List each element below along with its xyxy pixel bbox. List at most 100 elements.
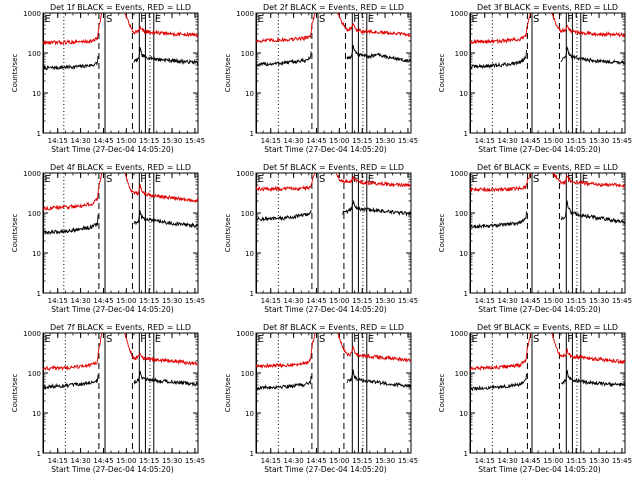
marker-label: E xyxy=(472,14,478,25)
panel-title: Det 3f BLACK = Events, RED = LLD xyxy=(477,3,618,12)
y-tick-label: 1 xyxy=(37,450,41,458)
x-tick-label: 15:45 xyxy=(185,137,205,145)
series-lld-line xyxy=(124,333,198,366)
series-lld-line xyxy=(470,333,531,372)
x-axis-label: Start Time (27-Dec-04 14:05:20) xyxy=(478,145,600,154)
marker-label: E xyxy=(368,14,374,25)
panel-title: Det 9f BLACK = Events, RED = LLD xyxy=(477,323,618,332)
y-tick-label: 1000 xyxy=(236,330,254,338)
panel-det-2: Det 2f BLACK = Events, RED = LLD 1 10 100 10… xyxy=(224,3,418,154)
panel-det-7: Det 7f BLACK = Events, RED = LLD 1 10 100 10… xyxy=(11,323,205,474)
y-tick-label: 1000 xyxy=(450,330,468,338)
x-tick-label: 14:15 xyxy=(475,297,495,305)
y-tick-label: 1000 xyxy=(236,10,254,18)
x-tick-label: 14:30 xyxy=(71,297,91,305)
series-lld-line xyxy=(551,13,625,39)
y-axis-label: Counts/sec xyxy=(224,374,232,413)
series-lld-line xyxy=(43,333,103,372)
y-tick-label: 10 xyxy=(459,90,468,98)
x-tick-label: 15:30 xyxy=(589,457,609,465)
series-lld-line xyxy=(337,333,411,364)
y-tick-label: 1000 xyxy=(450,10,468,18)
x-tick-label: 14:15 xyxy=(261,457,281,465)
x-tick-label: 15:30 xyxy=(162,297,182,305)
plot-frame xyxy=(255,172,412,294)
marker-label: E xyxy=(45,174,51,185)
series-group xyxy=(470,13,625,70)
x-tick-label: 15:15 xyxy=(139,457,159,465)
series-events-line xyxy=(133,370,198,387)
panel-det-6: Det 6f BLACK = Events, RED = LLD 1 10 100 10… xyxy=(438,163,632,314)
y-tick-label: 10 xyxy=(459,250,468,258)
marker-label: F xyxy=(567,334,573,345)
series-events-line xyxy=(133,210,198,229)
series-lld-line xyxy=(551,173,625,188)
marker-label: E xyxy=(368,174,374,185)
x-tick-label: 15:15 xyxy=(352,137,372,145)
x-axis-label: Start Time (27-Dec-04 14:05:20) xyxy=(264,145,386,154)
x-tick-label: 15:45 xyxy=(612,457,632,465)
x-tick-label: 15:30 xyxy=(589,297,609,305)
x-tick-label: 15:45 xyxy=(612,137,632,145)
x-tick-label: 15:30 xyxy=(375,457,395,465)
y-tick-label: 10 xyxy=(459,410,468,418)
plot-frame xyxy=(469,172,626,294)
x-tick-label: 14:45 xyxy=(306,457,326,465)
series-events-line xyxy=(256,209,312,222)
x-tick-label: 15:00 xyxy=(116,137,136,145)
y-tick-label: 10 xyxy=(245,90,254,98)
panel-title: Det 2f BLACK = Events, RED = LLD xyxy=(263,3,404,12)
series-group xyxy=(43,333,198,390)
y-tick-label: 10 xyxy=(245,250,254,258)
x-axis-label: Start Time (27-Dec-04 14:05:20) xyxy=(51,465,173,474)
x-tick-label: 15:30 xyxy=(375,137,395,145)
y-tick-label: 1000 xyxy=(23,170,41,178)
plot-frame xyxy=(42,172,199,294)
series-group xyxy=(43,173,198,236)
y-axis-label: Counts/sec xyxy=(438,54,446,93)
marker-label: E xyxy=(368,334,374,345)
marker-label: S xyxy=(533,174,539,185)
x-axis-label: Start Time (27-Dec-04 14:05:20) xyxy=(478,465,600,474)
x-tick-label: 14:30 xyxy=(498,297,518,305)
x-tick-label: 15:30 xyxy=(375,297,395,305)
panel-det-5: Det 5f BLACK = Events, RED = LLD 1 10 100 10… xyxy=(224,163,418,314)
y-tick-label: 10 xyxy=(32,410,41,418)
panel-title: Det 4f BLACK = Events, RED = LLD xyxy=(50,163,191,172)
series-events-line xyxy=(43,374,99,390)
y-tick-label: 1 xyxy=(250,450,254,458)
plot-frame xyxy=(42,332,199,454)
y-tick-label: 10 xyxy=(245,410,254,418)
marker-label: F xyxy=(140,14,146,25)
x-tick-label: 15:00 xyxy=(329,457,349,465)
series-events-line xyxy=(470,211,528,229)
series-lld-line xyxy=(43,13,103,46)
x-tick-label: 14:30 xyxy=(284,297,304,305)
y-tick-label: 1000 xyxy=(23,330,41,338)
y-tick-label: 1 xyxy=(37,290,41,298)
series-lld-line xyxy=(551,333,625,365)
x-tick-label: 14:30 xyxy=(71,137,91,145)
panel-title: Det 7f BLACK = Events, RED = LLD xyxy=(50,323,191,332)
y-tick-label: 100 xyxy=(28,370,41,378)
x-tick-label: 15:00 xyxy=(329,297,349,305)
x-tick-label: 15:15 xyxy=(139,297,159,305)
x-tick-label: 14:30 xyxy=(71,457,91,465)
x-tick-label: 14:45 xyxy=(93,137,113,145)
x-tick-label: 15:45 xyxy=(185,457,205,465)
series-lld-line xyxy=(256,333,316,369)
x-axis-label: Start Time (27-Dec-04 14:05:20) xyxy=(51,145,173,154)
marker-label: S xyxy=(533,14,539,25)
marker-label: E xyxy=(155,334,161,345)
marker-label: E xyxy=(45,334,51,345)
y-tick-label: 1 xyxy=(37,130,41,138)
marker-label: E xyxy=(258,14,264,25)
x-tick-label: 14:15 xyxy=(48,137,68,145)
series-group xyxy=(256,333,411,392)
series-lld-line xyxy=(470,13,531,45)
x-tick-label: 15:00 xyxy=(543,297,563,305)
y-tick-label: 100 xyxy=(241,50,254,58)
x-tick-label: 15:45 xyxy=(398,137,418,145)
y-tick-label: 1 xyxy=(464,290,468,298)
